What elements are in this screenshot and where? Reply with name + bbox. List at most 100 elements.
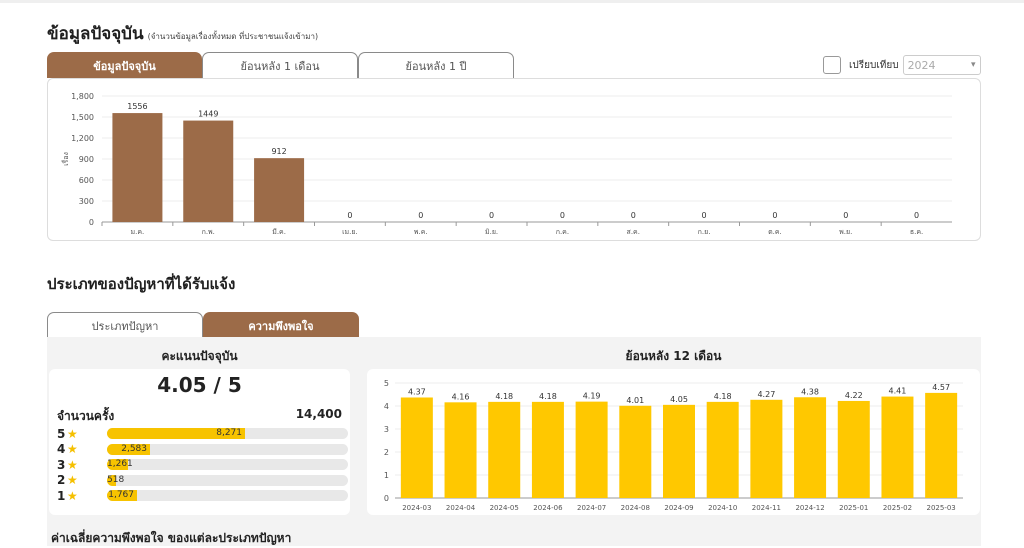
bar [837,400,870,498]
bar-value-label: 4.41 [889,387,907,396]
chevron-down-icon: ▾ [971,60,976,70]
x-tick-label: 2024-03 [402,504,431,512]
x-tick-label: มี.ค. [272,228,286,236]
bar-value-label: 4.18 [539,392,557,401]
bar [183,120,234,222]
bar-value-label: 4.22 [845,391,863,400]
y-tick-label: 600 [79,176,94,185]
y-tick-label: 2 [384,448,389,457]
star-icon: ★ [67,473,78,487]
x-tick-label: 2025-03 [927,504,956,512]
tab-satisfaction[interactable]: ความพึงพอใจ [203,312,359,338]
rating-bar-fill [107,443,150,455]
x-tick-label: เม.ย. [342,228,358,236]
history-chart-card: 0 1 2 3 4 5 4.37 2024-03 4.16 2024-04 4.18 2024-05 4… [367,369,980,515]
history-heading: ย้อนหลัง 12 เดือน [625,349,722,363]
bar [794,397,827,498]
tab-last-year[interactable]: ย้อนหลัง 1 ปี [358,52,514,78]
bar-value-label: 4.16 [452,392,470,401]
star-number: 1 [57,488,66,503]
bar-value-label: 0 [772,211,777,220]
bar-value-label: 0 [489,211,494,220]
x-tick-label: ก.พ. [202,228,215,236]
bar-value-label: 4.01 [626,396,644,405]
bar [488,401,521,498]
x-tick-label: ก.ย. [698,228,711,236]
star-icon: ★ [67,426,78,441]
bar [750,399,783,498]
current-score-heading: คะแนนปัจจุบัน [161,349,238,363]
compare-year-value: 2024 [907,58,936,72]
x-tick-label: พ.ค. [414,228,428,236]
bar-value-label: 0 [631,211,636,220]
x-tick-label: ต.ค. [768,228,782,236]
rating-bar-fill [107,428,245,439]
bar [444,402,477,498]
rating-bar-fill [107,490,137,501]
count-value: 14,400 [295,407,342,421]
bar-value-label: 4.18 [714,392,732,401]
bar [619,405,652,498]
x-tick-label: 2024-09 [664,504,693,512]
bar-value-label: 0 [347,211,352,220]
bar-value-label: 4.27 [757,390,775,399]
y-tick-label: 5 [384,379,389,388]
y-tick-label: 1,800 [71,92,94,101]
bar-value-label: 0 [843,211,848,220]
star-number: 2 [57,473,66,487]
x-tick-label: ก.ค. [556,228,569,236]
rating-bar-track: 1,261 [107,459,348,470]
rating-bar-track: 518 [107,474,348,486]
tab-last-month[interactable]: ย้อนหลัง 1 เดือน [202,52,358,78]
y-tick-label: 0 [89,218,94,227]
section-title-current: ข้อมูลปัจจุบัน (จำนวนข้อมูลเรื่องทั้งหมด … [47,24,319,44]
x-tick-label: 2024-10 [708,504,737,512]
rating-bar-track: 2,583 [107,443,348,455]
star-row: 5 ★ 8,271 [57,426,348,441]
score-card: 4.05 / 5 จำนวนครั้ง 14,400 5 ★ 8,271 4 ★ 2,58… [49,369,350,515]
bar [112,113,163,222]
x-tick-label: ธ.ค. [910,228,923,236]
y-tick-label: 3 [384,425,389,434]
y-tick-label: 300 [79,197,94,206]
x-tick-label: 2024-04 [446,504,476,512]
compare-year-select[interactable]: 2024 ▾ [902,55,981,75]
bar [575,401,608,498]
compare-checkbox[interactable] [823,56,841,74]
rating-bar-track: 8,271 [107,428,348,439]
score-value: 4.05 / 5 [157,373,242,397]
tab-current[interactable]: ข้อมูลปัจจุบัน [47,52,202,78]
y-tick-label: 0 [384,494,389,503]
rating-count-label: 2,583 [121,443,147,454]
data-range-tabs: ข้อมูลปัจจุบัน ย้อนหลัง 1 เดือน ย้อนหลัง… [47,52,514,78]
bar [531,401,564,498]
problem-tabs: ประเภทปัญหา ความพึงพอใจ [47,312,359,338]
rating-bar-fill [107,474,116,486]
x-tick-label: 2025-02 [883,504,912,512]
compare-control: เปรียบเทียบ 2024 ▾ [823,55,981,75]
x-tick-label: มิ.ย. [485,228,498,236]
bar-value-label: 4.37 [408,387,426,396]
bar-value-label: 4.19 [583,392,601,401]
bar-value-label: 4.57 [932,383,950,392]
x-tick-label: 2025-01 [839,504,868,512]
x-tick-label: ส.ค. [627,228,640,236]
star-icon: ★ [67,457,78,472]
compare-label: เปรียบเทียบ [849,59,899,71]
y-tick-label: 900 [79,155,94,164]
star-number: 4 [57,442,66,456]
star-icon: ★ [67,442,78,456]
bar-value-label: 0 [702,211,707,220]
y-tick-label: 4 [384,402,389,411]
bar [925,392,958,498]
bar-value-label: 0 [914,211,919,220]
bar-value-label: 912 [271,147,286,156]
y-tick-label: 1 [384,471,389,480]
bar-value-label: 4.18 [495,392,513,401]
rating-count-label: 1,767 [108,490,134,500]
x-tick-label: 2024-12 [795,504,824,512]
history-bar-chart: 0 1 2 3 4 5 4.37 2024-03 4.16 2024-04 4.18 2024-05 4… [384,379,963,512]
monthly-chart-panel: 0 300 600 900 1,200 1,500 1,800 เรื่อง 1556 ม.ค. 1… [47,78,981,241]
x-tick-label: ม.ค. [131,228,145,236]
tab-problem-type[interactable]: ประเภทปัญหา [47,312,203,338]
